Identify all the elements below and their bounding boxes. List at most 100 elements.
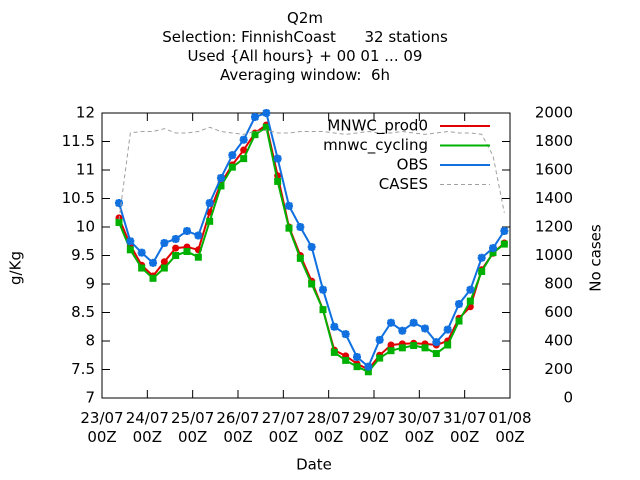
point [285, 201, 293, 210]
point [421, 324, 429, 333]
point [160, 238, 169, 247]
point [137, 248, 146, 257]
y-tick-label: 9.5 [71, 246, 95, 264]
point [262, 109, 271, 117]
legend-label: CASES [379, 175, 428, 193]
point [160, 258, 168, 266]
point [205, 199, 214, 208]
point [285, 224, 293, 232]
point [183, 248, 191, 256]
point [171, 234, 180, 243]
legend-label: MNWC_prod0 [327, 117, 428, 136]
point [307, 242, 316, 251]
x-tick-label: 30/07 00Z [397, 409, 441, 446]
point [319, 306, 327, 314]
chart-subtitle: Averaging window: 6h [219, 66, 391, 84]
point [432, 338, 441, 347]
point [432, 350, 440, 358]
point [183, 226, 191, 235]
y2-tick-label: 600 [544, 303, 573, 321]
point [115, 199, 123, 208]
point [262, 123, 270, 131]
point [194, 253, 202, 261]
y2-tick-label: 400 [544, 332, 573, 350]
point [455, 317, 463, 325]
point [410, 342, 418, 350]
y2-tick-label: 800 [544, 275, 573, 293]
x-tick-label: 25/07 00Z [171, 409, 215, 446]
y-tick-label: 8.5 [71, 303, 95, 321]
point [387, 318, 395, 327]
y2-axis-label: No cases [587, 224, 605, 292]
point [251, 112, 259, 121]
point [240, 155, 248, 163]
x-tick-label: 28/07 00Z [307, 409, 351, 446]
point [478, 267, 486, 275]
point [217, 182, 225, 190]
y-tick-label: 10 [76, 218, 95, 236]
point [274, 177, 282, 185]
y2-tick-label: 0 [563, 389, 573, 407]
point [228, 151, 237, 160]
plot-border [101, 112, 511, 399]
y-tick-label: 7.5 [71, 360, 95, 378]
point [138, 264, 146, 272]
point [500, 226, 509, 235]
x-axis-label: Date [296, 456, 332, 474]
point [489, 244, 497, 253]
point [217, 173, 225, 182]
x-tick-label: 23/07 00Z [80, 409, 124, 446]
point [240, 146, 248, 154]
y-tick-label: 10.5 [62, 189, 95, 207]
point [455, 299, 463, 308]
y-tick-label: 8 [85, 332, 95, 350]
y2-tick-label: 1800 [535, 132, 573, 150]
point [387, 341, 395, 349]
point [500, 240, 508, 248]
point [330, 322, 339, 331]
point [296, 254, 304, 262]
point [319, 285, 327, 294]
x-tick-label: 29/07 00Z [352, 409, 396, 446]
point [375, 335, 384, 344]
legend-label: OBS [397, 156, 428, 174]
point [330, 348, 338, 356]
point [489, 249, 497, 257]
point [398, 344, 406, 352]
point [364, 362, 373, 371]
y-tick-label: 11 [76, 161, 95, 179]
y2-tick-label: 2000 [535, 104, 573, 122]
point [353, 352, 361, 361]
point [206, 217, 214, 225]
point [308, 280, 316, 288]
chart-subtitle: Used {All hours} + 00 01 ... 09 [187, 47, 423, 65]
x-tick-label: 26/07 00Z [216, 409, 260, 446]
point [228, 163, 236, 171]
point [172, 244, 180, 252]
y-tick-label: 12 [76, 104, 95, 122]
point [443, 325, 452, 334]
point [251, 131, 259, 139]
y2-tick-label: 200 [544, 360, 573, 378]
legend-label: mnwc_cycling [323, 136, 428, 155]
x-tick-label: 31/07 00Z [443, 409, 487, 446]
point [149, 258, 157, 267]
point [126, 246, 134, 254]
point [376, 354, 384, 362]
point [409, 318, 418, 327]
point [172, 252, 180, 259]
point [444, 341, 452, 349]
y-tick-label: 7 [85, 389, 95, 407]
point [149, 274, 157, 282]
x-tick-label: 27/07 00Z [261, 409, 305, 446]
point [194, 231, 203, 240]
y2-tick-label: 1600 [535, 161, 573, 179]
y-tick-label: 9 [85, 275, 95, 293]
chart-title: Q2m [287, 9, 323, 27]
point [353, 363, 361, 371]
point [273, 154, 282, 163]
point [421, 344, 429, 352]
y2-tick-label: 1200 [535, 218, 573, 236]
